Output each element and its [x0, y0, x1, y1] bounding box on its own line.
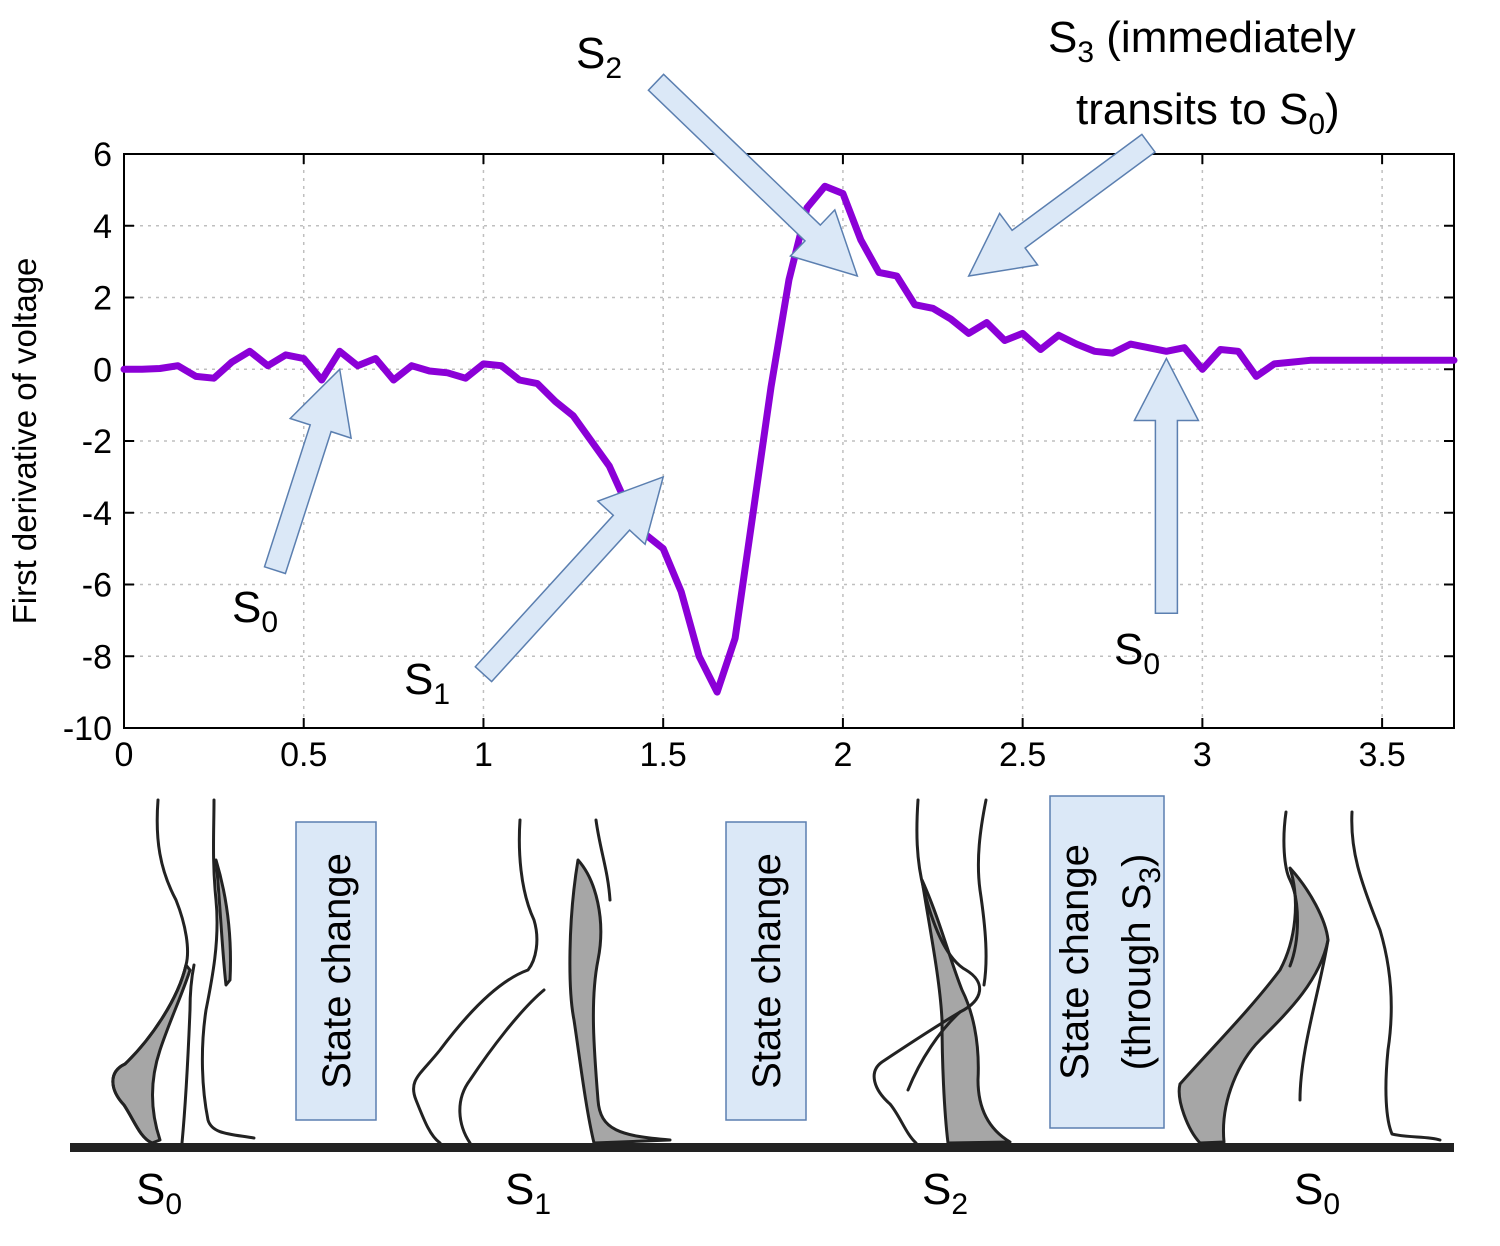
callout-arrow-2	[647, 73, 859, 278]
state-label-s1: S1	[505, 1165, 551, 1221]
y-axis-ticks: 6 4 2 0 -2 -4 -6 -8 -10	[63, 136, 1454, 748]
ground-line	[70, 1143, 1454, 1152]
callout-arrows	[263, 73, 1200, 683]
annotation-s0-left: S0	[232, 583, 278, 639]
annotation-s1: S1	[404, 655, 450, 711]
y-axis-label: First derivative of voltage	[6, 258, 43, 625]
leg-figure-s0-left	[111, 798, 256, 1145]
y-tick-label: -4	[82, 495, 112, 533]
x-tick-label: 3	[1193, 736, 1212, 774]
x-tick-label: 2.5	[999, 736, 1046, 774]
leg-figure-s0-right	[1177, 810, 1442, 1145]
leg-figure-s2	[872, 798, 1012, 1145]
x-tick-label: 1.5	[640, 736, 687, 774]
svg-text:State change: State change	[315, 853, 359, 1089]
y-tick-label: -2	[82, 423, 112, 461]
x-tick-label: 2	[833, 736, 852, 774]
state-label-s0-right: S0	[1294, 1165, 1340, 1221]
y-tick-label: 6	[93, 136, 112, 174]
y-tick-label: -10	[63, 710, 112, 748]
x-tick-label: 0.5	[280, 736, 327, 774]
callout-arrow-1	[474, 475, 665, 683]
leg-figure-s1	[412, 818, 672, 1145]
y-tick-label: 4	[93, 208, 112, 246]
y-tick-label: -8	[82, 638, 112, 676]
annotation-s3-line2: transits to S0)	[1076, 85, 1340, 141]
callout-arrow-4	[1133, 356, 1200, 614]
state-label-s0-left: S0	[136, 1165, 182, 1221]
state-change-box-1: State change	[295, 821, 377, 1121]
state-label-s2: S2	[922, 1165, 968, 1221]
annotation-s0-right: S0	[1114, 625, 1160, 681]
svg-text:State change: State change	[745, 853, 789, 1089]
y-tick-label: -6	[82, 567, 112, 605]
annotation-s3: S3 (immediately	[1048, 13, 1356, 69]
annotation-s2: S2	[576, 29, 622, 85]
y-tick-label: 0	[93, 351, 112, 389]
callout-arrow-0	[263, 367, 353, 575]
series-line	[120, 182, 1458, 696]
svg-text:(through S3): (through S3)	[1115, 854, 1167, 1071]
state-change-box-3: State change (through S3)	[1049, 795, 1167, 1129]
x-tick-label: 0	[115, 736, 134, 774]
x-tick-label: 3.5	[1358, 736, 1405, 774]
x-axis-ticks: 0 0.5 1 1.5 2 2.5 3 3.5	[115, 154, 1406, 774]
x-tick-label: 1	[474, 736, 493, 774]
svg-text:State change: State change	[1053, 844, 1097, 1080]
gait-illustration	[70, 798, 1454, 1152]
callout-arrow-3	[967, 133, 1157, 277]
y-tick-label: 2	[93, 280, 112, 318]
state-change-box-2: State change	[725, 821, 807, 1121]
